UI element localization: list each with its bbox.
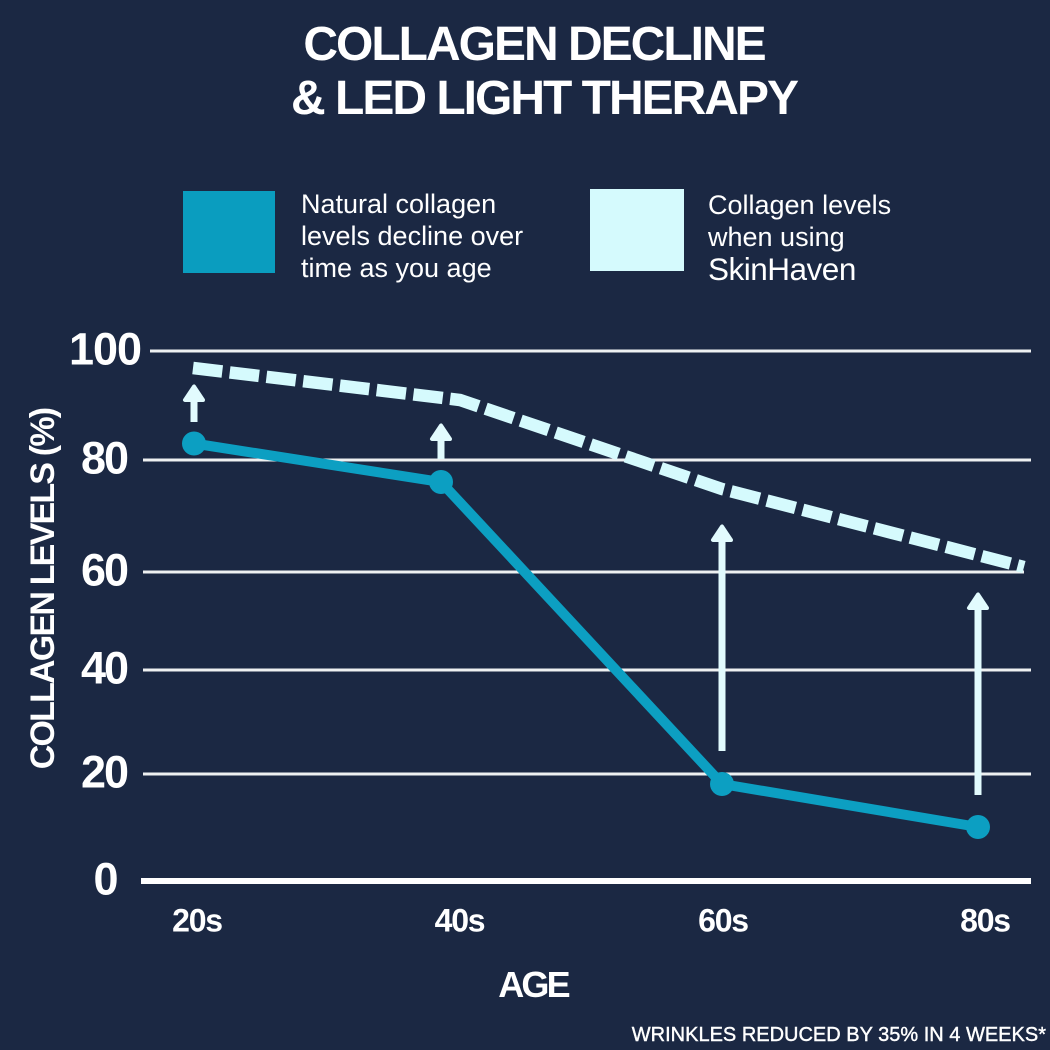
- svg-text:COLLAGEN LEVELS (%): COLLAGEN LEVELS (%): [24, 408, 62, 769]
- svg-text:100: 100: [69, 324, 141, 375]
- svg-text:60s: 60s: [698, 903, 748, 939]
- svg-text:20s: 20s: [172, 903, 222, 939]
- svg-text:40s: 40s: [435, 903, 485, 939]
- svg-text:40: 40: [81, 643, 128, 694]
- svg-text:80: 80: [81, 433, 128, 484]
- svg-text:0: 0: [93, 854, 117, 905]
- svg-text:20: 20: [81, 747, 128, 798]
- svg-text:60: 60: [81, 545, 128, 596]
- svg-text:AGE: AGE: [498, 964, 569, 1005]
- svg-text:80s: 80s: [960, 903, 1010, 939]
